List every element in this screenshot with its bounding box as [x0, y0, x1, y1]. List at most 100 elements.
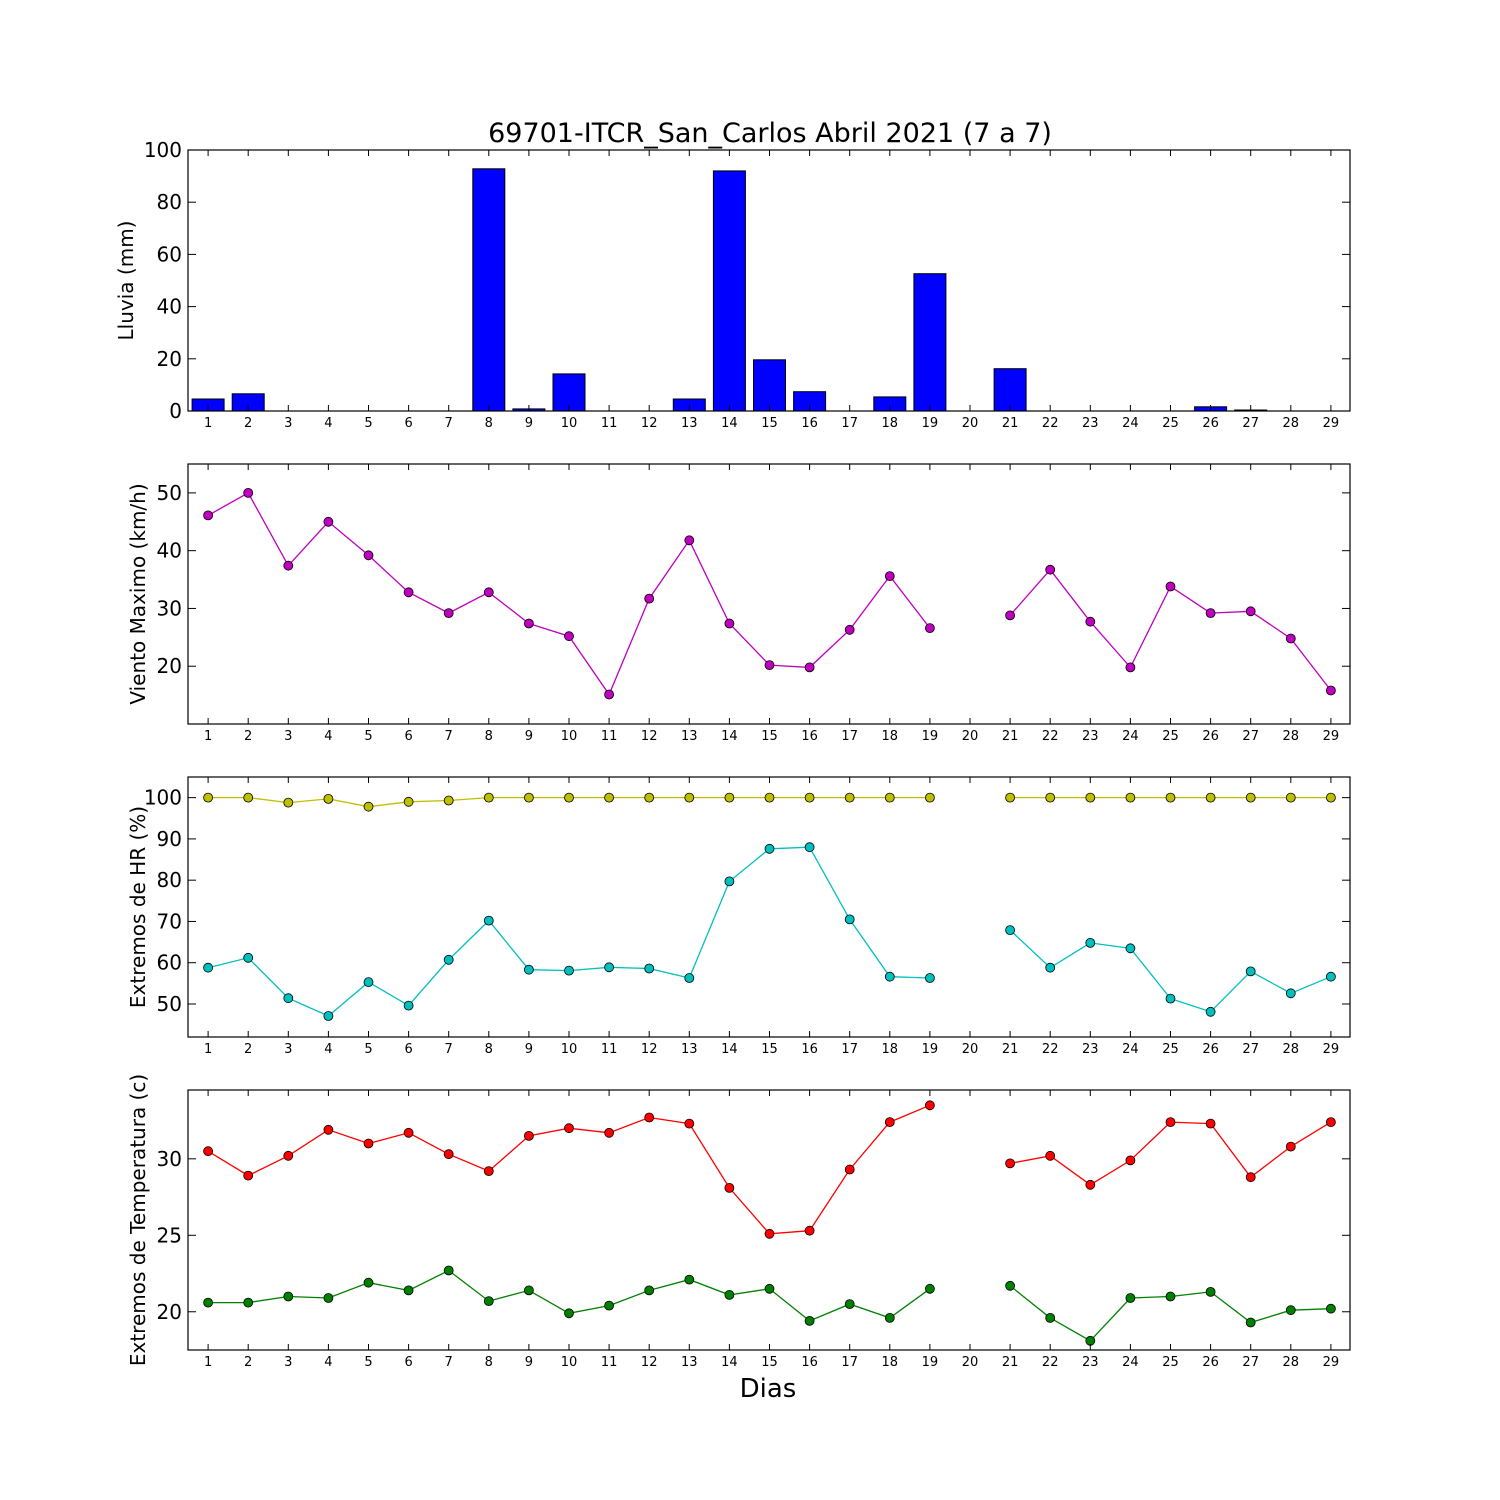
x-tick-label: 3	[284, 416, 292, 431]
x-tick-label: 26	[1202, 416, 1219, 431]
wind-point	[564, 631, 574, 642]
humidity-point	[1326, 971, 1336, 982]
y-tick-label: 30	[157, 1147, 182, 1171]
temperature-point	[323, 1293, 334, 1303]
x-tick-label: 12	[641, 1355, 658, 1370]
x-tick-label: 29	[1323, 1355, 1340, 1370]
rain-panel: 1 2 3 4 5 6 7 8 9 10 11 12 13 14 15 16 17 18 19 20 21 22 23 24 2…	[114, 138, 1351, 431]
x-tick-label: 20	[962, 729, 979, 744]
temperature-point	[483, 1296, 494, 1306]
temperature-point	[203, 1297, 214, 1308]
humidity-point	[1326, 792, 1336, 803]
x-tick-label: 19	[922, 729, 939, 744]
x-tick-label: 17	[841, 416, 858, 431]
x-tick-label: 11	[601, 1042, 618, 1057]
temperature-point	[804, 1225, 815, 1236]
rain-bar	[993, 368, 1027, 412]
humidity-point	[524, 792, 534, 803]
temperature-point	[524, 1131, 534, 1141]
temperature-point	[925, 1283, 935, 1294]
chart-title: 69701-ITCR_San_Carlos Abril 2021 (7 a 7)	[488, 118, 1052, 149]
x-tick-label: 29	[1323, 1042, 1340, 1057]
temperature-point	[1326, 1303, 1336, 1314]
wind-point	[604, 689, 614, 700]
wind-point	[1005, 610, 1015, 621]
y-tick-label: 60	[157, 951, 182, 975]
humidity-point	[764, 843, 775, 854]
wind-point	[1165, 581, 1176, 592]
x-tick-label: 17	[841, 1042, 858, 1057]
temperature-point	[684, 1118, 695, 1129]
temperature-point	[1085, 1335, 1096, 1346]
temperature-point	[203, 1146, 214, 1157]
temperature-point	[1326, 1117, 1336, 1127]
humidity-point	[1085, 938, 1096, 948]
temperature-point	[243, 1170, 254, 1181]
temperature-point	[1045, 1150, 1056, 1161]
temperature-point	[844, 1164, 855, 1175]
x-tick-label: 25	[1162, 1042, 1179, 1057]
humidity-point	[804, 842, 815, 853]
temperature-point	[1165, 1291, 1176, 1302]
x-tick-label: 2	[244, 1042, 252, 1057]
humidity-point	[1165, 993, 1176, 1004]
x-tick-label: 18	[882, 416, 899, 431]
x-tick-label: 9	[525, 1355, 533, 1370]
humidity-point	[684, 973, 695, 983]
x-tick-label: 12	[641, 729, 658, 744]
temperature-point	[1245, 1317, 1256, 1328]
humidity-point	[323, 794, 334, 804]
wind-point	[483, 587, 494, 598]
x-tick-label: 8	[485, 1355, 493, 1370]
y-axis-label: Viento Maximo (km/h)	[126, 483, 150, 704]
humidity-point	[724, 792, 735, 803]
humidity-point	[604, 962, 614, 973]
humidity-point	[564, 965, 574, 976]
humidity-point	[724, 876, 735, 887]
y-tick-label: 100	[144, 786, 182, 810]
temperature-point	[403, 1127, 414, 1138]
temperature-point	[1165, 1117, 1176, 1127]
humidity-point	[1245, 792, 1256, 803]
humidity-point	[403, 1000, 414, 1011]
x-tick-label: 22	[1042, 729, 1059, 744]
wind-point	[1245, 606, 1256, 617]
temperature-point	[1045, 1313, 1056, 1323]
wind-point	[684, 535, 695, 546]
x-tick-label: 9	[525, 729, 533, 744]
x-tick-label: 22	[1042, 416, 1059, 431]
wind-point	[283, 560, 294, 571]
x-tick-label: 1	[204, 1355, 212, 1370]
temperature-point	[804, 1316, 815, 1326]
x-tick-label: 27	[1242, 1355, 1259, 1370]
humidity-point	[884, 792, 895, 803]
x-tick-label: 5	[364, 1355, 372, 1370]
temperature-point	[1285, 1141, 1296, 1152]
y-tick-label: 25	[157, 1223, 182, 1247]
wind-point	[363, 550, 374, 561]
x-tick-label: 25	[1162, 729, 1179, 744]
y-tick-label: 40	[157, 539, 182, 563]
humidity-point	[644, 963, 655, 974]
y-tick-label: 50	[157, 992, 182, 1016]
x-tick-label: 12	[641, 416, 658, 431]
x-tick-label: 6	[404, 416, 412, 431]
x-tick-label: 14	[721, 416, 738, 431]
x-tick-label: 23	[1082, 1042, 1099, 1057]
x-tick-label: 24	[1122, 1355, 1139, 1370]
wind-panel: 1 2 3 4 5 6 7 8 9 10 11 12 13 14 15 16 17 18 19 20 21 22 23 24 2…	[126, 463, 1351, 744]
y-tick-label: 80	[157, 868, 182, 892]
temperature-point	[1085, 1179, 1096, 1190]
x-tick-label: 28	[1283, 416, 1300, 431]
x-tick-label: 18	[882, 1042, 899, 1057]
y-tick-label: 30	[157, 596, 182, 620]
y-tick-label: 40	[157, 295, 182, 319]
wind-point	[764, 660, 775, 670]
wind-point	[524, 618, 534, 629]
humidity-point	[925, 792, 935, 803]
x-tick-label: 8	[485, 729, 493, 744]
wind-point	[1205, 608, 1216, 618]
humidity-point	[483, 792, 494, 803]
y-axis-label: Extremos de Temperatura (c)	[126, 1074, 150, 1366]
humidity-point	[483, 915, 494, 926]
